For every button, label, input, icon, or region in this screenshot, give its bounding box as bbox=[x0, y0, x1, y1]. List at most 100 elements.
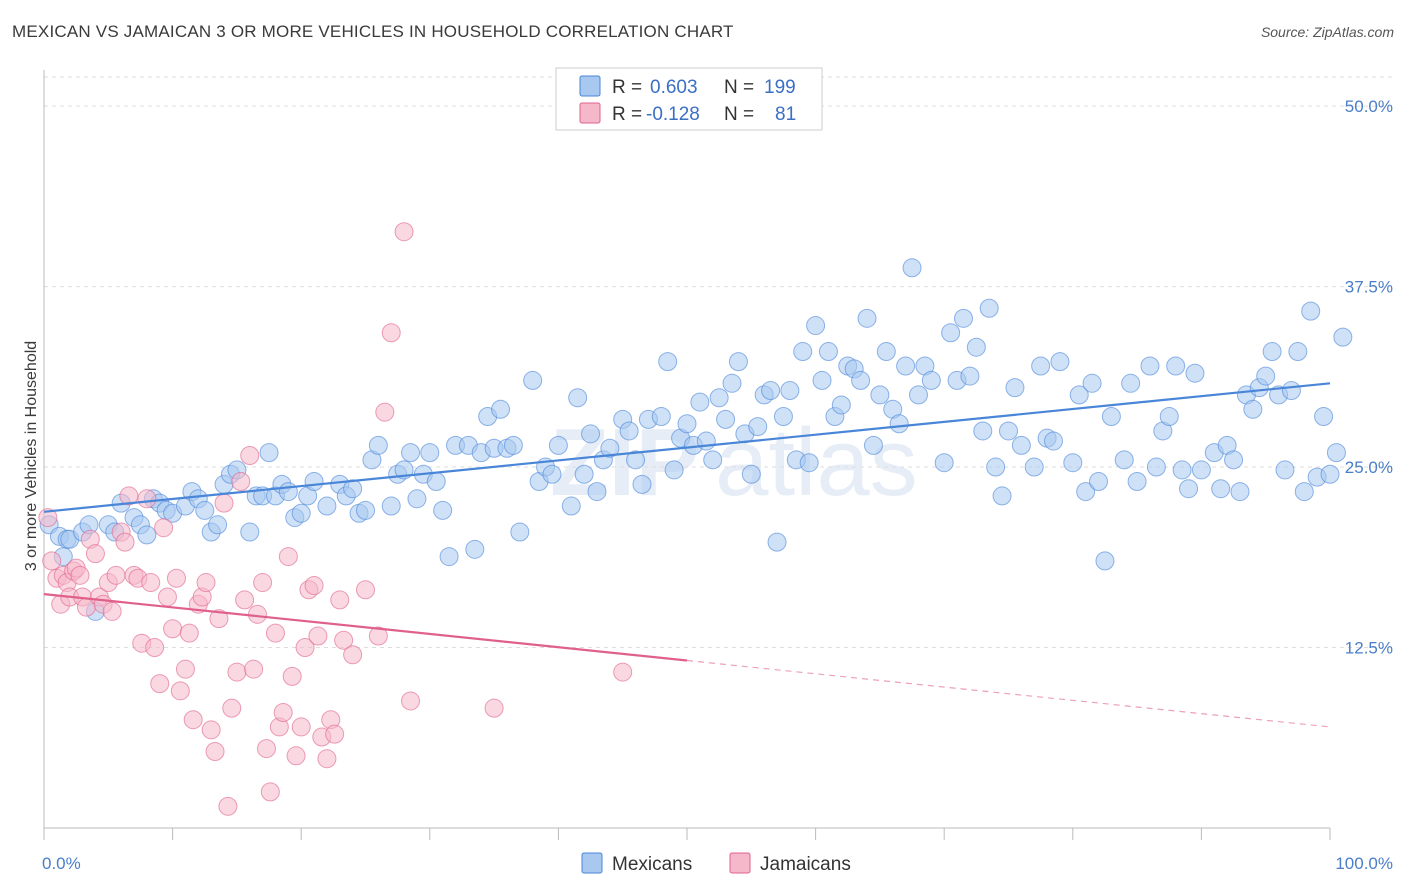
mexicans-point bbox=[1294, 482, 1314, 502]
mexicans-point bbox=[780, 381, 800, 401]
mexicans-point bbox=[870, 385, 890, 405]
mexicans-point bbox=[356, 500, 375, 520]
jamaicans-point bbox=[150, 674, 170, 694]
mexicans-point bbox=[568, 388, 588, 408]
mexicans-point bbox=[999, 421, 1018, 441]
jamaicans-point bbox=[227, 662, 247, 682]
mexicans-point bbox=[1281, 381, 1301, 401]
mexicans-point bbox=[1140, 356, 1160, 376]
mexicans-point bbox=[1089, 471, 1109, 491]
y-tick-label: 37.5% bbox=[1345, 278, 1393, 297]
mexicans-point bbox=[889, 414, 909, 434]
mexicans-point bbox=[548, 435, 568, 455]
mexicans-point bbox=[1320, 464, 1340, 484]
mexicans-point bbox=[1024, 457, 1044, 477]
y-axis-tick-labels: 12.5% 25.0% 37.5% 50.0% bbox=[1345, 97, 1393, 657]
mexicans-point bbox=[574, 464, 594, 484]
mexicans-point bbox=[1031, 356, 1051, 376]
mexicans-trend-line bbox=[43, 382, 1331, 513]
mexicans-point bbox=[921, 370, 941, 390]
jamaicans-point bbox=[317, 749, 337, 769]
mexicans-point bbox=[703, 450, 723, 470]
mexicans-point bbox=[793, 342, 813, 362]
mexicans-point bbox=[876, 342, 896, 362]
jamaicans-point bbox=[368, 626, 388, 646]
mexicans-point bbox=[491, 399, 511, 419]
mexicans-point bbox=[240, 522, 260, 542]
mexicans-point bbox=[1095, 551, 1115, 571]
mexicans-point bbox=[767, 532, 787, 552]
mexicans-point bbox=[626, 450, 646, 470]
jamaicans-point bbox=[231, 471, 251, 491]
mexicans-point bbox=[857, 308, 877, 328]
jamaicans-point bbox=[235, 590, 255, 610]
jamaicans-point bbox=[278, 547, 298, 567]
mexicans-point bbox=[741, 464, 761, 484]
legend-swatch-mexicans-bottom bbox=[581, 852, 603, 874]
jamaicans-point bbox=[484, 698, 504, 718]
mexicans-point bbox=[632, 474, 652, 494]
trend-lines bbox=[43, 382, 1331, 728]
jamaicans-point bbox=[381, 323, 401, 343]
mexicans-point bbox=[709, 388, 729, 408]
legend-n-value-1: 199 bbox=[764, 77, 796, 98]
mexicans-point bbox=[908, 385, 928, 405]
jamaicans-point bbox=[196, 573, 216, 593]
jamaicans-point bbox=[282, 666, 302, 686]
mexicans-point bbox=[1011, 435, 1031, 455]
mexicans-point bbox=[1114, 450, 1134, 470]
jamaicans-point bbox=[170, 681, 190, 701]
legend-label-jamaicans: Jamaicans bbox=[760, 854, 851, 875]
mexicans-point bbox=[690, 392, 710, 412]
jamaicans-point bbox=[356, 580, 375, 600]
mexicans-point bbox=[934, 453, 954, 473]
mexicans-point bbox=[1224, 450, 1244, 470]
y-tick-label: 50.0% bbox=[1345, 97, 1393, 116]
mexicans-point bbox=[304, 471, 324, 491]
legend-r-label-2: R = bbox=[612, 104, 642, 125]
jamaicans-point bbox=[308, 626, 328, 646]
mexicans-point bbox=[1262, 342, 1282, 362]
jamaicans-point bbox=[222, 698, 242, 718]
mexicans-point bbox=[1063, 453, 1083, 473]
jamaicans-point bbox=[343, 645, 363, 665]
jamaicans-point bbox=[102, 601, 122, 621]
mexicans-point bbox=[1191, 460, 1211, 480]
legend-r-value-2: -0.128 bbox=[646, 104, 700, 125]
jamaicans-point bbox=[244, 659, 264, 679]
mexicans-point bbox=[381, 496, 401, 516]
mexicans-point bbox=[1146, 457, 1166, 477]
mexicans-point bbox=[1044, 431, 1064, 451]
legend-label-mexicans: Mexicans bbox=[612, 854, 692, 875]
x-tick-label-max: 100.0% bbox=[1335, 854, 1393, 873]
legend-r-value-1: 0.603 bbox=[650, 77, 698, 98]
mexicans-point bbox=[600, 438, 620, 458]
jamaicans-point bbox=[42, 551, 62, 571]
mexicans-point bbox=[510, 522, 530, 542]
jamaicans-point bbox=[334, 630, 354, 650]
mexicans-point bbox=[1275, 460, 1295, 480]
mexicans-point bbox=[581, 424, 601, 444]
mexicans-point bbox=[407, 489, 427, 509]
mexicans-point bbox=[259, 443, 279, 463]
jamaicans-point bbox=[260, 782, 280, 802]
jamaicans-point bbox=[145, 638, 165, 658]
mexicans-point bbox=[761, 381, 781, 401]
mexicans-point bbox=[1230, 482, 1250, 502]
series-jamaicans-points bbox=[38, 222, 633, 816]
jamaicans-point bbox=[218, 796, 238, 816]
mexicans-point bbox=[902, 258, 922, 278]
jamaicans-point bbox=[291, 717, 311, 737]
jamaicans-point bbox=[613, 662, 633, 682]
legend-swatch-jamaicans-bottom bbox=[729, 852, 751, 874]
mexicans-point bbox=[1211, 479, 1231, 499]
mexicans-point bbox=[208, 515, 228, 535]
mexicans-point bbox=[1121, 373, 1141, 393]
series-legend: Mexicans Jamaicans bbox=[581, 852, 851, 875]
jamaicans-point bbox=[375, 402, 395, 422]
mexicans-point bbox=[1301, 301, 1321, 321]
jamaicans-point bbox=[295, 638, 315, 658]
mexicans-point bbox=[979, 298, 999, 318]
chart-title: MEXICAN VS JAMAICAN 3 OR MORE VEHICLES I… bbox=[12, 22, 734, 41]
jamaicans-point bbox=[38, 508, 58, 528]
